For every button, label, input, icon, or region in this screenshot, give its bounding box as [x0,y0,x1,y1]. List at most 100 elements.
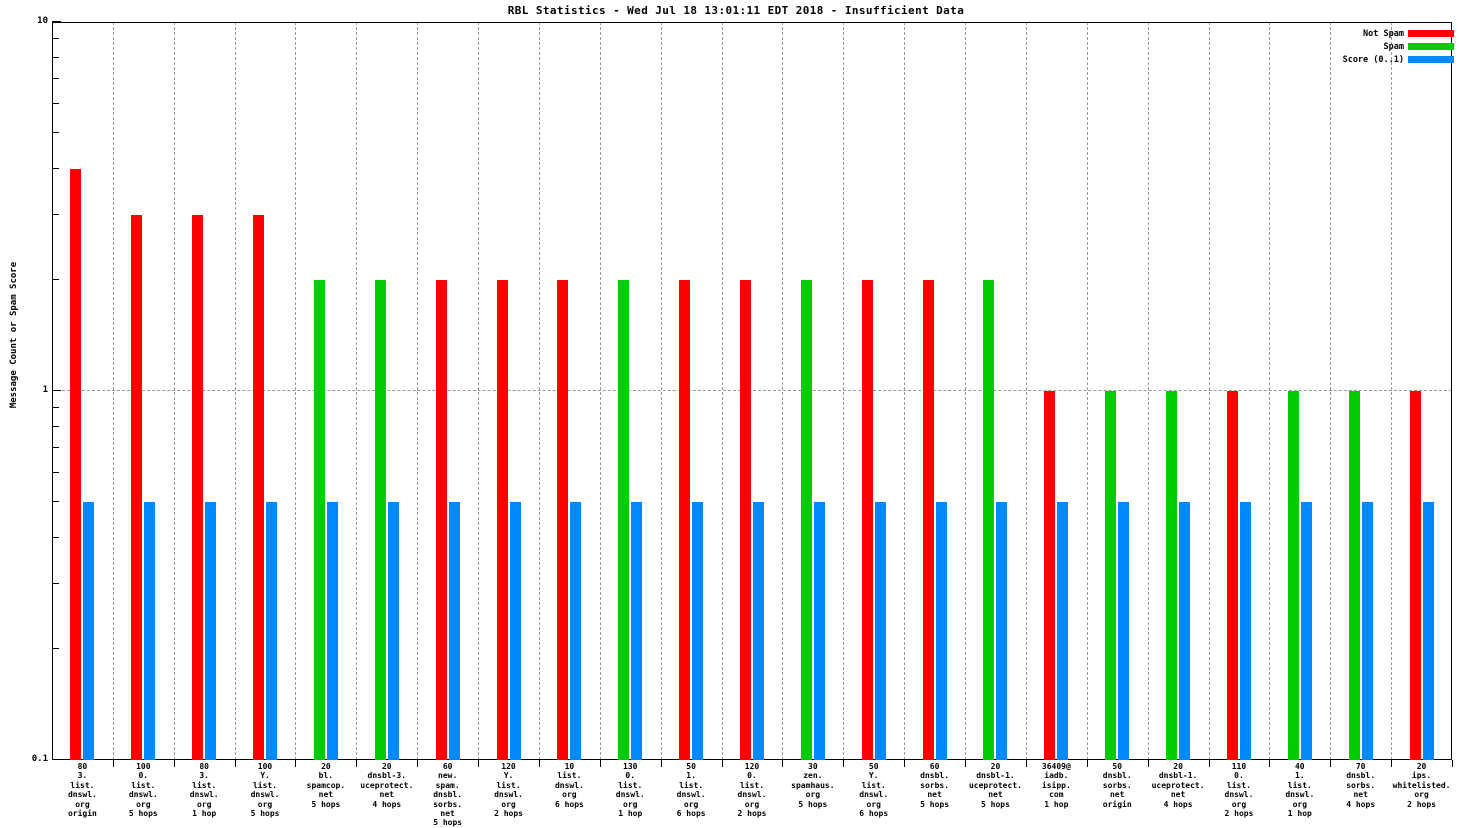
bar-spam [1166,391,1178,760]
x-gridline [1147,22,1149,760]
bar-score [326,502,338,760]
y-tick-label: 0.1 [31,754,48,764]
y-tick-mark [52,21,61,22]
x-tick-mark [1391,760,1393,767]
x-tick-label: 120 0. list. dnswl. org 2 hops [737,762,767,819]
x-tick-mark [112,760,114,767]
bar-spam [983,279,995,760]
x-tick-label: 36409@ iadb. isipp. com 1 hop [1041,762,1071,809]
x-axis-labels: 80 3. list. dnswl. org origin 100 0. list… [0,762,1472,828]
x-tick-mark [965,760,967,767]
x-gridline [904,22,906,760]
bar-score [387,502,399,760]
legend-row: Score (0..1) [1343,54,1454,65]
bar-not-spam [1409,391,1421,760]
y-tick-label: 10 [37,16,48,26]
bar-spam [618,279,630,760]
x-tick-label: 120 Y. list. dnswl. org 2 hops [494,762,523,819]
y-tick-label: 1 [42,385,48,395]
y-minor-tick [52,37,59,39]
y-minor-tick [52,536,59,538]
x-tick-mark [843,760,845,767]
y-minor-tick [52,406,59,408]
x-gridline [173,22,175,760]
x-gridline [599,22,601,760]
x-tick-label: 20 dnsbl-3. uceprotect. net 4 hops [360,762,414,809]
legend-swatch [1408,30,1454,37]
chart-title: RBL Statistics - Wed Jul 18 13:01:11 EDT… [507,4,965,17]
x-tick-mark [1269,760,1271,767]
bar-not-spam [253,214,265,760]
bar-not-spam [1226,391,1238,760]
x-gridline [843,22,845,760]
bar-score [144,502,156,760]
bar-score [448,502,460,760]
bar-score [935,502,947,760]
bar-score [631,502,643,760]
bar-spam [374,279,386,760]
x-gridline [1269,22,1271,760]
x-gridline [1330,22,1332,760]
x-tick-mark [478,760,480,767]
chart-legend: Not Spam Spam Score (0..1) [1343,28,1454,65]
x-tick-label: 110 0. list. dnswl. org 2 hops [1224,762,1254,819]
x-tick-label: 80 3. list. dnswl. org origin [67,762,97,819]
legend-swatch [1408,43,1454,50]
x-gridline [660,22,662,760]
x-tick-mark [1330,760,1332,767]
bar-score [1179,502,1191,760]
bar-spam [1287,391,1299,760]
legend-swatch [1408,56,1454,63]
legend-label: Spam [1383,41,1404,52]
x-tick-label: 80 3. list. dnswl. org 1 hop [189,762,219,819]
y-minor-tick [52,647,59,649]
bar-score [813,502,825,760]
y-minor-tick [52,447,59,449]
x-tick-label: 50 1. list. dnswl. org 6 hops [676,762,706,819]
legend-label: Score (0..1) [1342,54,1404,65]
bar-not-spam [70,168,82,760]
y-tick-mark [52,390,61,391]
legend-label: Not Spam [1363,28,1404,39]
legend-row: Not Spam [1363,28,1454,39]
y-minor-tick [52,582,59,584]
y-minor-tick [52,167,59,169]
bar-score [509,502,521,760]
x-tick-label: 20 bl. spamcop. net 5 hops [306,762,346,809]
bars-layer [52,22,1452,760]
x-tick-label: 20 dnsbl-1. uceprotect. net 4 hops [1151,762,1205,809]
x-gridline [965,22,967,760]
bar-score [1300,502,1312,760]
plot-area [52,22,1452,760]
x-gridline [356,22,358,760]
y-minor-tick [52,501,59,503]
bar-score [996,502,1008,760]
x-gridline [112,22,114,760]
x-tick-label: 20 dnsbl-1. uceprotect. net 5 hops [968,762,1022,809]
bar-not-spam [131,214,143,760]
x-tick-mark [1025,760,1027,767]
x-gridline [478,22,480,760]
x-tick-label: 130 0. list. dnswl. org 1 hop [615,762,645,819]
x-tick-label: 50 dnsbl. sorbs. net origin [1102,762,1132,809]
x-gridline [1025,22,1027,760]
bar-not-spam [557,279,569,760]
y-axis-label: Message Count or Spam Score [9,261,19,409]
x-gridline [234,22,236,760]
x-tick-label: 40 1. list. dnswl. org 1 hop [1285,762,1315,819]
x-tick-label: 100 Y. list. dnswl. org 5 hops [250,762,280,819]
x-tick-mark [356,760,358,767]
bar-not-spam [192,214,204,760]
x-tick-label: 30 zen. spamhaus. org 5 hops [791,762,835,809]
x-tick-mark [782,760,784,767]
x-tick-mark [1147,760,1149,767]
y-minor-tick [52,78,59,80]
x-tick-mark [1086,760,1088,767]
bar-score [874,502,886,760]
bar-score [1361,502,1373,760]
x-tick-mark [1452,760,1453,767]
x-gridline [1086,22,1088,760]
x-tick-label: 70 dnsbl. sorbs. net 4 hops [1346,762,1376,809]
x-tick-mark [295,760,297,767]
